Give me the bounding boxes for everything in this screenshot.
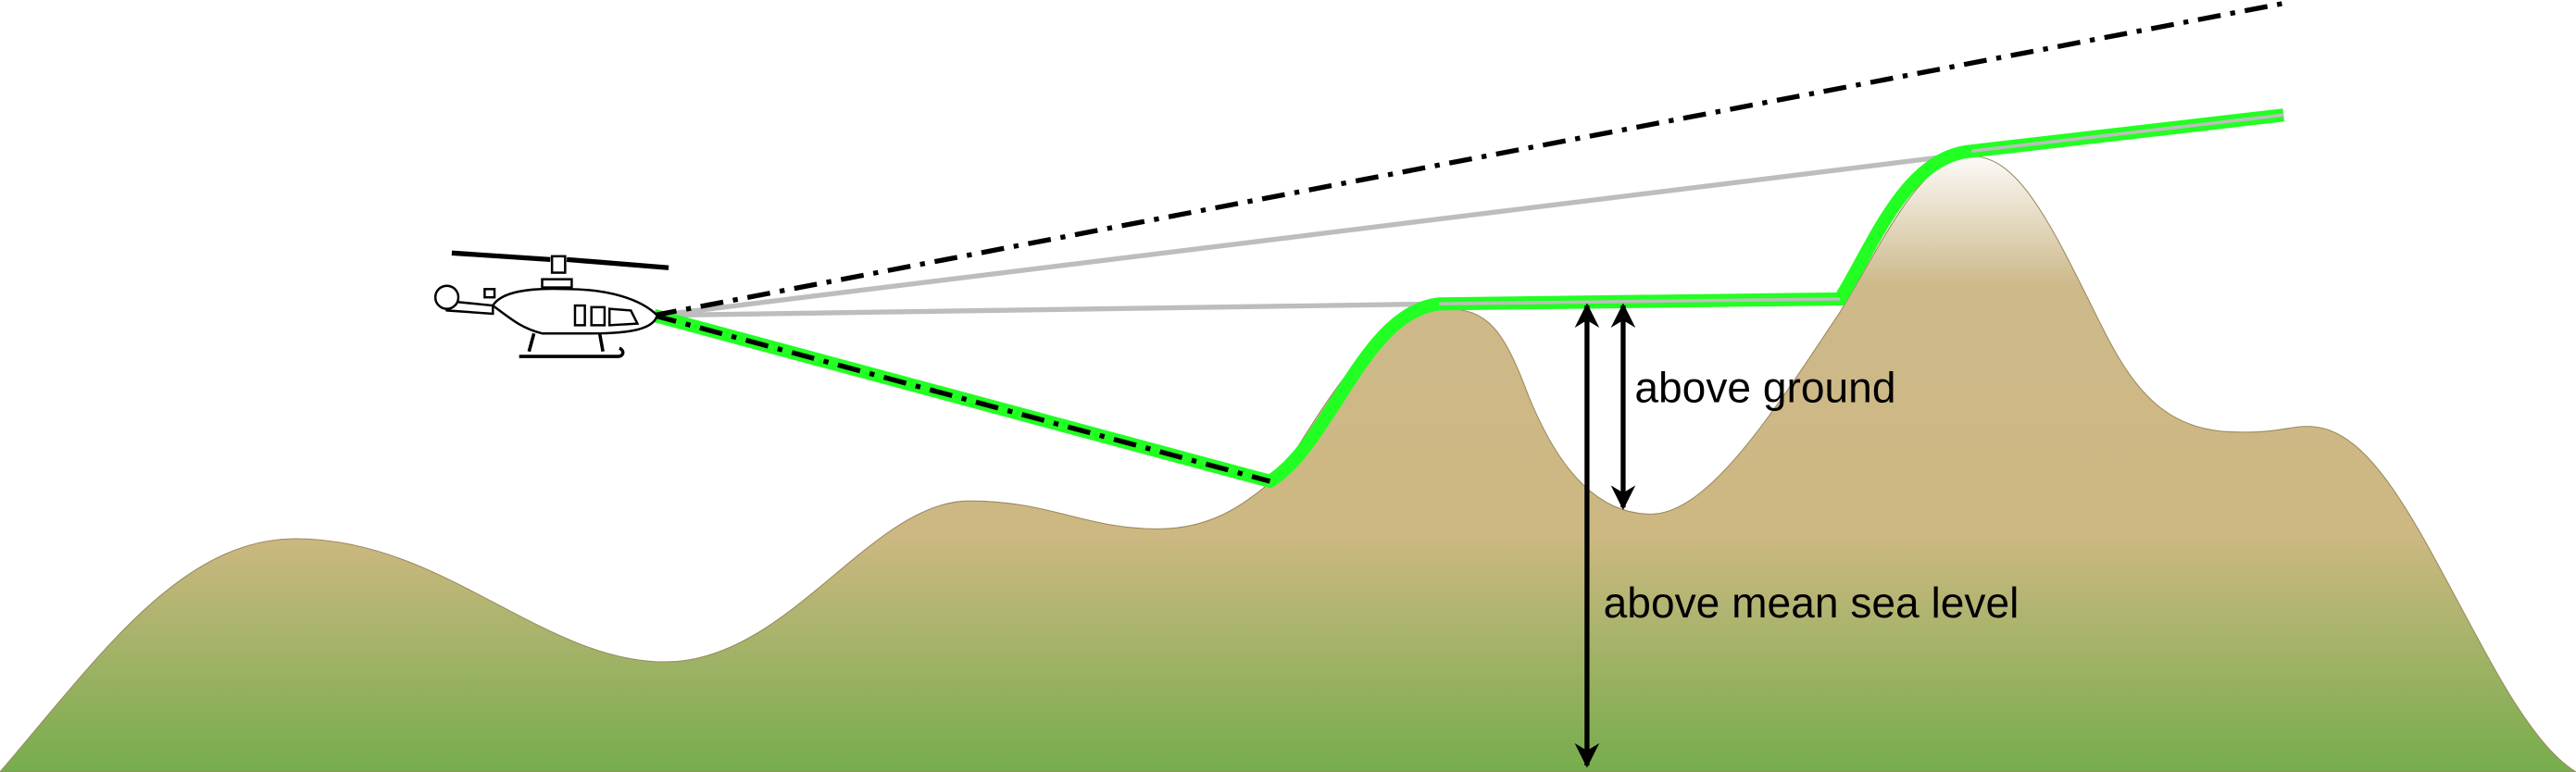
msl-label: above mean sea level: [1604, 579, 2020, 627]
helicopter: [433, 250, 669, 358]
terrain-following-path: [652, 108, 2285, 489]
agl-label: above ground: [1634, 364, 1895, 412]
dash-dot-line: [653, 313, 1271, 484]
dash-dot-lines: [653, 0, 2284, 484]
gray-line: [657, 301, 1440, 318]
dash-dot-line: [653, 0, 2284, 318]
terrain-following-core: [1439, 113, 2284, 306]
